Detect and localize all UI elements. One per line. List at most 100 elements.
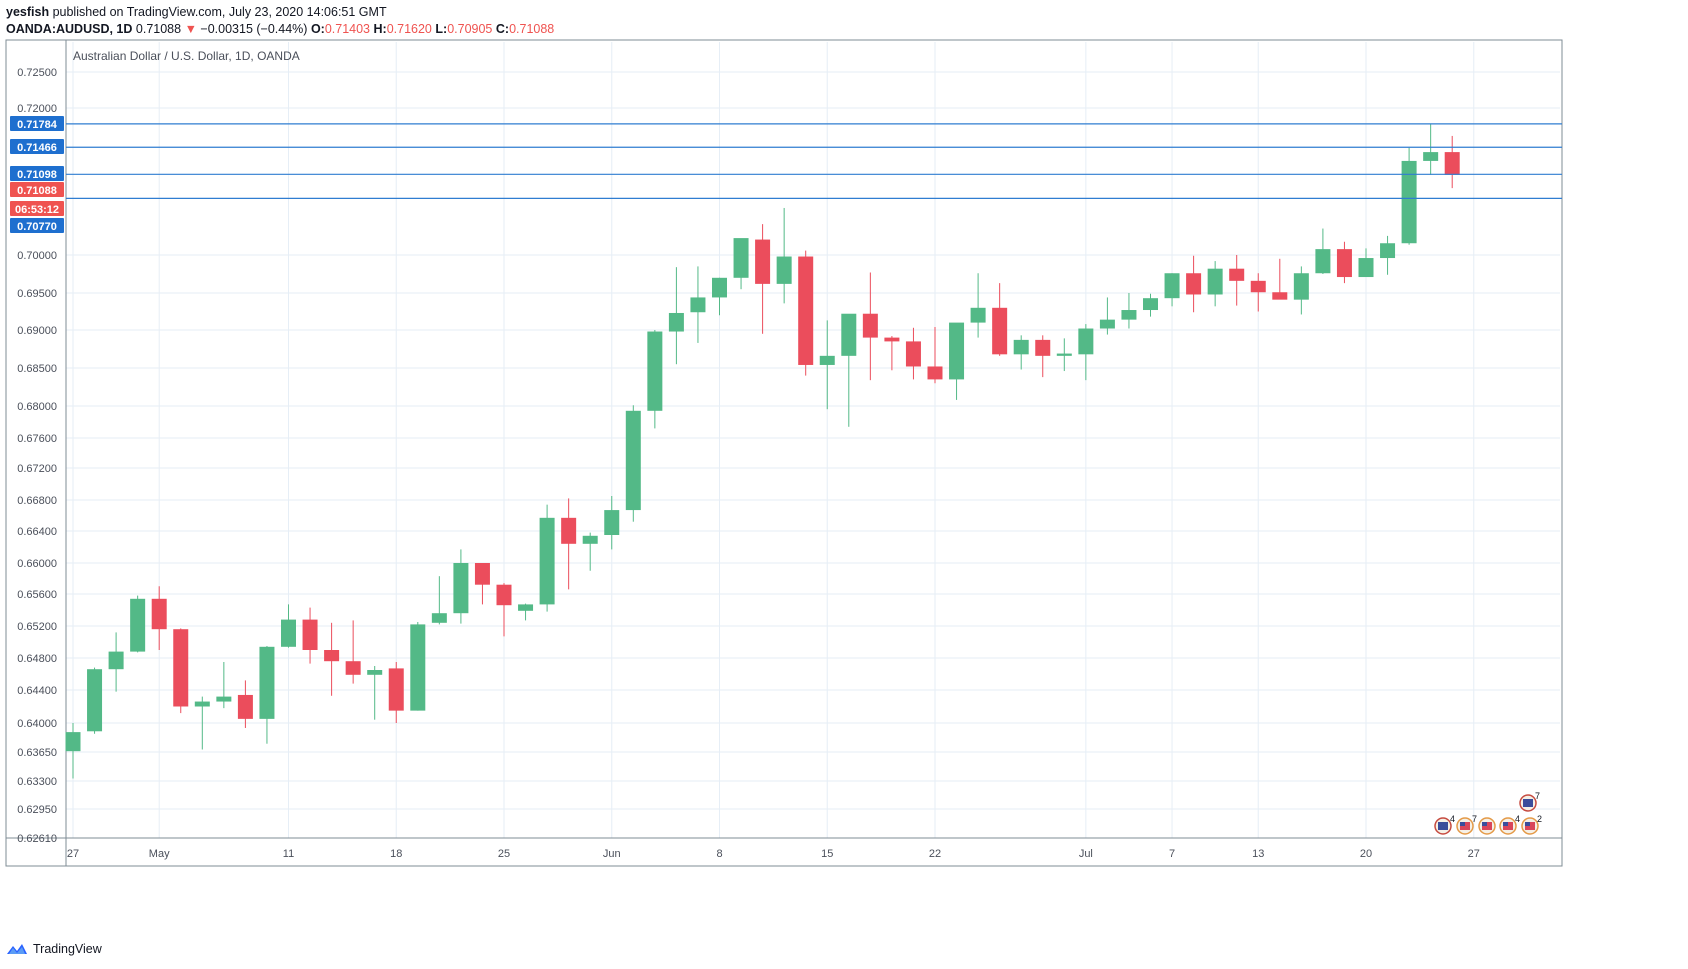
y-tick-label: 0.66000 bbox=[17, 558, 57, 570]
y-tick-label: 0.65600 bbox=[17, 589, 57, 601]
hline-price-label: 0.71466 bbox=[17, 142, 57, 154]
x-tick-label: 15 bbox=[821, 848, 833, 860]
candle-body[interactable] bbox=[733, 238, 749, 278]
candle-body[interactable] bbox=[367, 670, 383, 675]
candle-body[interactable] bbox=[1444, 152, 1460, 175]
y-tick-label: 0.63650 bbox=[17, 747, 57, 759]
candle-body[interactable] bbox=[1121, 310, 1137, 320]
flag-canton bbox=[1523, 799, 1528, 803]
candle-body[interactable] bbox=[1250, 280, 1266, 293]
candle-body[interactable] bbox=[927, 366, 943, 380]
y-tick-label: 0.68000 bbox=[17, 401, 57, 413]
candle-body[interactable] bbox=[151, 598, 167, 630]
footer-brand-label[interactable]: TradingView bbox=[33, 942, 102, 956]
x-tick-label: 11 bbox=[283, 848, 294, 860]
candle-body[interactable] bbox=[410, 624, 426, 711]
flag-canton bbox=[1438, 822, 1443, 826]
x-tick-label: 13 bbox=[1252, 848, 1264, 860]
candle-body[interactable] bbox=[798, 256, 814, 365]
event-count: 7 bbox=[1535, 791, 1540, 801]
countdown-label-bg bbox=[10, 201, 64, 216]
candle-body[interactable] bbox=[345, 661, 361, 675]
candle-body[interactable] bbox=[496, 584, 512, 606]
candle-body[interactable] bbox=[1035, 339, 1051, 356]
candle-body[interactable] bbox=[1078, 328, 1094, 355]
candle-body[interactable] bbox=[1207, 268, 1223, 295]
x-tick-label: Jun bbox=[603, 848, 621, 860]
candle-body[interactable] bbox=[1401, 160, 1417, 244]
hline-price-label: 0.70770 bbox=[17, 221, 57, 233]
candle-body[interactable] bbox=[1423, 152, 1439, 161]
candle-body[interactable] bbox=[905, 341, 921, 367]
candle-body[interactable] bbox=[819, 355, 835, 365]
publish-line: yesfish published on TradingView.com, Ju… bbox=[6, 4, 554, 21]
candle-body[interactable] bbox=[647, 331, 663, 411]
y-tick-label: 0.67200 bbox=[17, 463, 57, 475]
candle-body[interactable] bbox=[302, 619, 318, 650]
x-tick-label: 20 bbox=[1360, 848, 1372, 860]
high-value: 0.71620 bbox=[386, 22, 432, 36]
candle-body[interactable] bbox=[1293, 273, 1309, 300]
candle-body[interactable] bbox=[130, 598, 146, 652]
candle-body[interactable] bbox=[1056, 353, 1072, 356]
candle-body[interactable] bbox=[1358, 258, 1374, 278]
candle-body[interactable] bbox=[1164, 273, 1180, 299]
candle-body[interactable] bbox=[324, 650, 340, 662]
open-value: 0.71403 bbox=[324, 22, 371, 36]
candle-body[interactable] bbox=[65, 732, 81, 752]
candle-body[interactable] bbox=[539, 517, 555, 605]
y-tick-label: 0.63300 bbox=[17, 776, 57, 788]
candle-body[interactable] bbox=[841, 313, 857, 356]
flag-canton bbox=[1503, 822, 1508, 826]
candle-body[interactable] bbox=[561, 517, 577, 544]
candle-body[interactable] bbox=[194, 701, 210, 707]
open-label: O: bbox=[310, 22, 325, 36]
candle-body[interactable] bbox=[1143, 298, 1158, 311]
candle-body[interactable] bbox=[604, 510, 620, 535]
hline-price-label: 0.71784 bbox=[17, 119, 58, 131]
candle-body[interactable] bbox=[87, 669, 103, 732]
candle-body[interactable] bbox=[453, 563, 469, 614]
last-price-label-bg bbox=[10, 182, 64, 197]
candle-body[interactable] bbox=[625, 410, 641, 511]
candle-body[interactable] bbox=[712, 277, 727, 298]
candle-body[interactable] bbox=[1186, 273, 1202, 295]
candle-body[interactable] bbox=[992, 307, 1008, 355]
y-tick-label: 0.72000 bbox=[17, 103, 57, 115]
candle-body[interactable] bbox=[1099, 319, 1115, 329]
candle-body[interactable] bbox=[259, 646, 275, 719]
x-tick-label: 22 bbox=[929, 848, 941, 860]
hline-price-label-bg bbox=[10, 116, 64, 131]
symbol-name[interactable]: OANDA:AUDUSD, 1D bbox=[6, 22, 133, 36]
candle-body[interactable] bbox=[1336, 249, 1352, 278]
candle-body[interactable] bbox=[1315, 249, 1331, 274]
candle-body[interactable] bbox=[582, 535, 598, 544]
candle-body[interactable] bbox=[862, 313, 878, 338]
y-tick-label: 0.64000 bbox=[17, 718, 57, 730]
candle-body[interactable] bbox=[776, 256, 792, 284]
candle-body[interactable] bbox=[518, 604, 534, 611]
candle-body[interactable] bbox=[949, 322, 965, 380]
candle-body[interactable] bbox=[216, 696, 232, 702]
candle-body[interactable] bbox=[1272, 292, 1288, 300]
candle-body[interactable] bbox=[281, 619, 296, 647]
candle-body[interactable] bbox=[1229, 268, 1245, 281]
candle-body[interactable] bbox=[755, 239, 771, 284]
candle-body[interactable] bbox=[690, 297, 706, 313]
candle-body[interactable] bbox=[474, 563, 490, 585]
candle-body[interactable] bbox=[388, 668, 404, 711]
y-tick-label: 0.62950 bbox=[17, 804, 57, 816]
candle-body[interactable] bbox=[431, 613, 447, 623]
candle-body[interactable] bbox=[108, 651, 124, 670]
candle-body[interactable] bbox=[884, 337, 900, 342]
candle-body[interactable] bbox=[668, 312, 684, 332]
publisher-name[interactable]: yesfish bbox=[6, 5, 50, 19]
x-tick-label: 25 bbox=[498, 848, 510, 860]
candle-body[interactable] bbox=[970, 307, 986, 323]
candle-body[interactable] bbox=[1013, 339, 1029, 355]
candle-body[interactable] bbox=[1380, 243, 1396, 259]
candle-body[interactable] bbox=[173, 629, 189, 707]
candle-body[interactable] bbox=[237, 694, 253, 719]
y-tick-label: 0.64800 bbox=[17, 653, 57, 665]
